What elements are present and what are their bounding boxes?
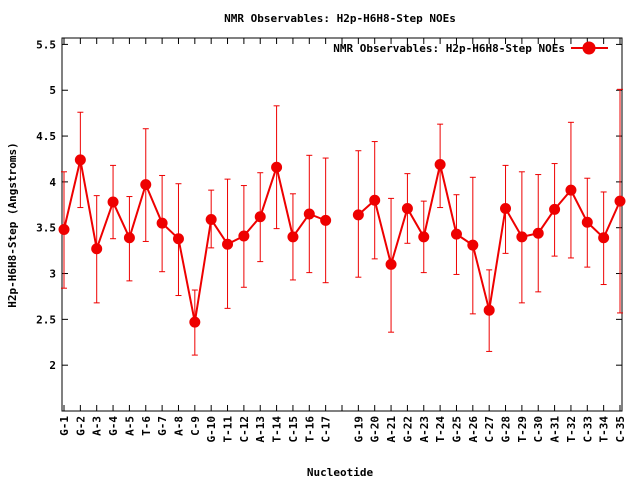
- x-tick-label: G-25: [450, 416, 463, 443]
- x-tick-label: T-32: [565, 416, 578, 443]
- y-tick-label: 2: [49, 359, 56, 372]
- series-points: [58, 154, 626, 328]
- x-tick-label: A-31: [549, 416, 562, 443]
- data-point: [58, 224, 70, 236]
- x-axis: G-1 G-2 A-3 G-4 A-5 T-6 G-7 A-8 C-9 G-10 T-11 C-12 A…: [58, 38, 627, 443]
- data-point: [418, 231, 430, 243]
- x-tick-label: T-16: [303, 416, 316, 443]
- x-tick-label: A-13: [254, 416, 267, 443]
- x-tick-label: T-34: [598, 416, 611, 443]
- data-point: [123, 232, 135, 244]
- y-tick-label: 4.5: [36, 130, 56, 143]
- data-point: [352, 209, 364, 221]
- x-tick-label: C-33: [581, 416, 594, 443]
- error-bars: [61, 88, 623, 356]
- x-tick-label: G-7: [156, 416, 169, 436]
- x-tick-label: G-2: [74, 416, 87, 436]
- x-tick-label: C-30: [532, 416, 545, 443]
- data-point: [189, 316, 201, 328]
- data-point: [614, 195, 626, 207]
- x-tick-label: G-28: [500, 416, 513, 443]
- data-point: [140, 179, 152, 191]
- x-tick-label: G-20: [369, 416, 382, 443]
- x-tick-label: A-23: [418, 416, 431, 443]
- data-point: [238, 230, 250, 242]
- x-tick-label: A-3: [91, 416, 104, 436]
- x-tick-label: G-22: [401, 416, 414, 443]
- data-point: [205, 213, 217, 225]
- x-tick-label: G-10: [205, 416, 218, 443]
- y-axis-label: H2p-H6H8-Step (Angstroms): [6, 142, 19, 308]
- x-tick-label: A-8: [172, 416, 185, 436]
- data-point: [91, 243, 103, 255]
- data-point: [483, 304, 495, 316]
- data-point: [581, 216, 593, 228]
- data-point: [303, 208, 315, 220]
- x-tick-label: T-14: [271, 416, 284, 443]
- data-point: [156, 217, 168, 229]
- y-axis: 2 2.5 3 3.5 4 4.5 5 5.5: [36, 38, 622, 372]
- data-point: [467, 239, 479, 251]
- data-point: [320, 214, 332, 226]
- data-point: [434, 158, 446, 170]
- x-tick-label: C-27: [483, 416, 496, 443]
- x-tick-label: C-12: [238, 416, 251, 443]
- data-point: [565, 184, 577, 196]
- data-point: [598, 232, 610, 244]
- y-tick-label: 2.5: [36, 313, 56, 326]
- x-axis-label: Nucleotide: [307, 466, 374, 479]
- x-tick-label: T-24: [434, 416, 447, 443]
- data-point: [532, 227, 544, 239]
- x-tick-label: T-6: [140, 416, 153, 436]
- data-point: [549, 203, 561, 215]
- x-tick-label: C-17: [320, 416, 333, 443]
- data-point: [222, 238, 234, 250]
- y-tick-label: 5.5: [36, 38, 56, 51]
- data-point: [107, 196, 119, 208]
- x-tick-label: G-4: [107, 416, 120, 436]
- x-tick-label: A-21: [385, 416, 398, 443]
- data-point: [516, 231, 528, 243]
- data-point: [287, 231, 299, 243]
- data-point: [172, 233, 184, 245]
- data-point: [271, 161, 283, 173]
- x-tick-label: T-29: [516, 416, 529, 443]
- x-tick-label: C-35: [614, 416, 627, 443]
- data-point: [385, 258, 397, 270]
- data-point: [74, 154, 86, 166]
- data-point: [401, 202, 413, 214]
- legend-label: NMR Observables: H2p-H6H8-Step NOEs: [333, 42, 565, 55]
- x-tick-label: G-19: [352, 416, 365, 443]
- x-tick-label: C-9: [189, 416, 202, 436]
- y-tick-label: 3.5: [36, 222, 56, 235]
- data-point: [369, 194, 381, 206]
- x-tick-label: A-5: [123, 416, 136, 436]
- data-point: [450, 228, 462, 240]
- data-point: [500, 202, 512, 214]
- y-tick-label: 4: [49, 176, 56, 189]
- x-tick-label: A-26: [467, 416, 480, 443]
- x-tick-label: G-1: [58, 416, 71, 436]
- y-tick-label: 3: [49, 268, 56, 281]
- x-tick-label: T-11: [222, 416, 235, 443]
- legend: NMR Observables: H2p-H6H8-Step NOEs: [333, 41, 608, 55]
- legend-marker: [582, 41, 596, 55]
- y-tick-label: 5: [49, 84, 56, 97]
- x-tick-label: C-15: [287, 416, 300, 443]
- data-point: [254, 211, 266, 223]
- chart-title: NMR Observables: H2p-H6H8-Step NOEs: [224, 12, 456, 25]
